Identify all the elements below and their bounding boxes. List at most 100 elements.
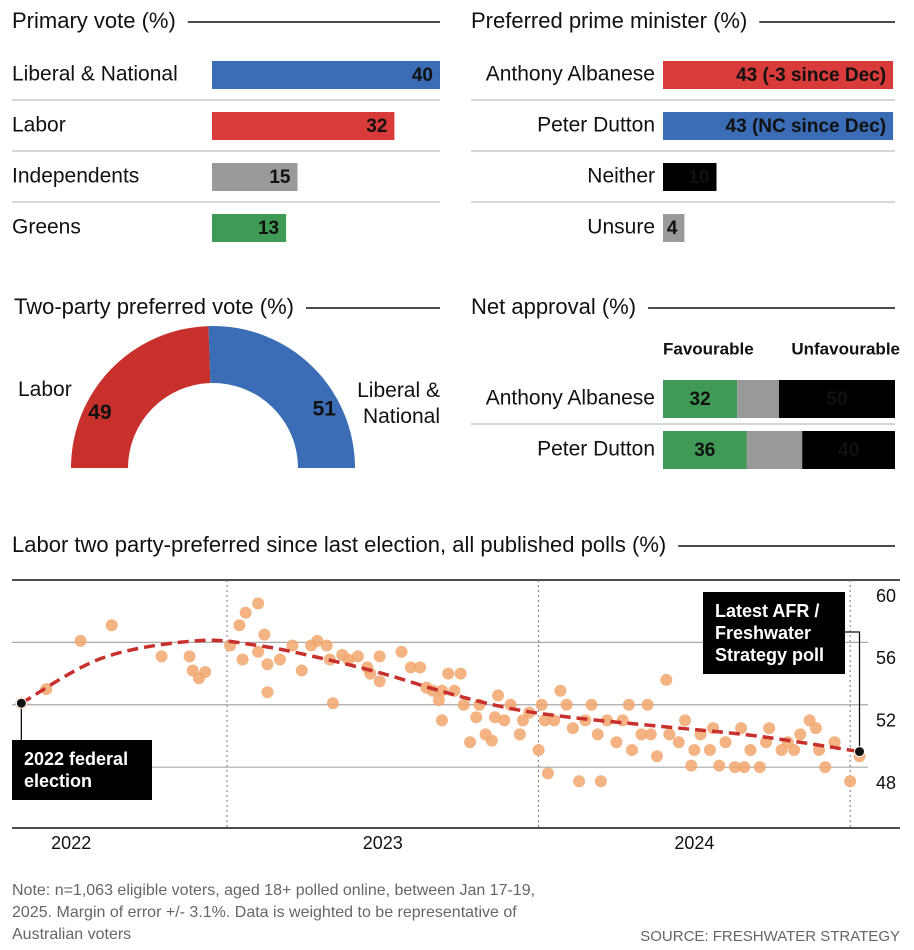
category-label: Labor (18, 378, 72, 401)
poll-point (432, 694, 445, 707)
poll-point (252, 645, 265, 658)
category-label: Liberal & National (357, 379, 440, 428)
value-label: 13 (258, 218, 279, 239)
poll-point (261, 686, 274, 699)
source: SOURCE: FRESHWATER STRATEGY (640, 928, 900, 945)
value-label: 43 (-3 since Dec) (736, 65, 886, 86)
poll-point (541, 767, 554, 780)
value-label: 4 (667, 218, 678, 239)
poll-point (560, 698, 573, 711)
poll-point (641, 698, 654, 711)
y-tick-label: 60 (876, 586, 896, 606)
bar-segment (779, 380, 895, 418)
poll-point (532, 744, 545, 757)
poll-point (373, 650, 386, 663)
poll-point (663, 728, 676, 741)
bar-segment (663, 380, 738, 418)
poll-point (233, 619, 246, 632)
poll-point (261, 658, 274, 671)
poll-point (566, 722, 579, 735)
poll-point (844, 775, 857, 788)
poll-point (74, 634, 87, 647)
poll-point (626, 744, 639, 757)
category-label: Peter Dutton (537, 438, 655, 461)
poll-point (414, 661, 427, 674)
poll-point (688, 744, 701, 757)
poll-point (728, 761, 741, 774)
poll-point (442, 667, 455, 680)
poll-point (548, 714, 561, 727)
poll-point (435, 714, 448, 727)
chart-title: Labor two party-preferred since last ele… (12, 532, 666, 557)
annotation-point (853, 746, 865, 758)
poll-point (679, 714, 692, 727)
poll-point (40, 683, 53, 696)
poll-point (470, 711, 483, 724)
value-label: 36 (694, 440, 715, 461)
poll-point (610, 736, 623, 749)
note: Note: n=1,063 eligible voters, aged 18+ … (12, 882, 536, 943)
poll-point (513, 728, 526, 741)
y-tick-label: 56 (876, 648, 896, 668)
poll-point (738, 761, 751, 774)
poll-point (105, 619, 118, 632)
category-label: Unsure (587, 216, 655, 239)
poll-point (591, 728, 604, 741)
bar (663, 163, 717, 191)
poll-point (342, 653, 355, 666)
annotation: Latest AFR / Freshwater Strategy poll (703, 592, 845, 674)
category-label: Liberal & National (12, 63, 178, 86)
poll-point (258, 628, 271, 641)
poll-point (155, 650, 168, 663)
poll-point (660, 673, 673, 686)
poll-point (622, 698, 635, 711)
chart-title: Primary vote (%) (12, 8, 176, 33)
poll-point (183, 650, 196, 663)
value-label: 49 (88, 401, 111, 424)
value-label: 10 (688, 167, 709, 188)
bar (663, 214, 685, 242)
poll-point (320, 639, 333, 652)
poll-point (573, 775, 586, 788)
y-tick-label: 52 (876, 711, 896, 731)
category-label: Anthony Albanese (486, 63, 655, 86)
poll-point (616, 714, 629, 727)
poll-point (828, 736, 841, 749)
poll-point (457, 698, 470, 711)
poll-point (535, 698, 548, 711)
poll-point (464, 736, 477, 749)
bar-segment (802, 431, 895, 469)
poll-point (809, 722, 822, 735)
poll-point (763, 722, 776, 735)
poll-point (594, 775, 607, 788)
poll-point (703, 744, 716, 757)
value-label: 32 (366, 116, 387, 137)
value-label: 15 (269, 167, 291, 188)
bar (212, 112, 395, 140)
poll-point (601, 714, 614, 727)
poll-point (635, 728, 648, 741)
x-tick-label: 2022 (51, 833, 91, 853)
value-label: 43 (NC since Dec) (726, 116, 887, 137)
y-tick-label: 48 (876, 773, 896, 793)
chart-title: Two-party preferred vote (%) (14, 294, 294, 319)
bar (212, 163, 298, 191)
chart-title: Preferred prime minister (%) (471, 8, 747, 33)
bar (212, 61, 440, 89)
poll-point (753, 761, 766, 774)
bar (663, 61, 894, 89)
poll-point (239, 606, 252, 619)
bar-segment (737, 380, 779, 418)
poll-point (794, 728, 807, 741)
poll-point (492, 689, 505, 702)
bar-segment (663, 431, 747, 469)
poll-point (273, 653, 286, 666)
category-label: Greens (12, 216, 81, 239)
poll-point (488, 711, 501, 724)
poll-point (404, 661, 417, 674)
poll-point (672, 736, 685, 749)
poll-point (454, 667, 467, 680)
poll-point (685, 759, 698, 772)
legend-label: Unfavourable (791, 339, 900, 358)
